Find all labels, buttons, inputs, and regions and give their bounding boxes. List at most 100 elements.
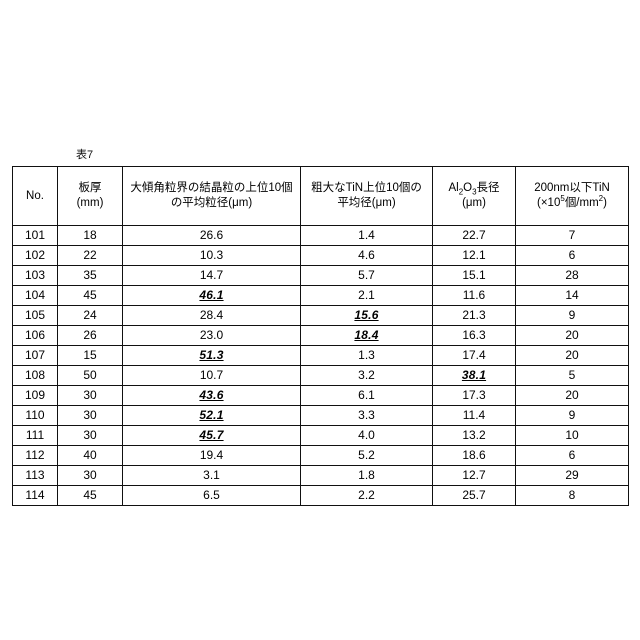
cell-coarse-tin-size: 18.4 <box>301 326 433 346</box>
cell-grain-size: 51.3 <box>123 346 301 366</box>
table-container: No.板厚(mm)大傾角粒界の結晶粒の上位10個の平均粒径(μm)粗大なTiN上… <box>12 166 628 506</box>
table-row: 1093043.66.117.320 <box>13 386 629 406</box>
cell-fine-tin-count: 6 <box>516 446 629 466</box>
cell-coarse-tin-size: 5.7 <box>301 266 433 286</box>
cell-plate-thickness: 40 <box>58 446 123 466</box>
table-row: 1011826.61.422.77 <box>13 226 629 246</box>
column-header-thickness: 板厚(mm) <box>58 167 123 226</box>
table-row: 113303.11.812.729 <box>13 466 629 486</box>
cell-al2o3-major-axis: 18.6 <box>433 446 516 466</box>
cell-coarse-tin-size: 3.2 <box>301 366 433 386</box>
column-header-fine_tin: 200nm以下TiN(×105個/mm2) <box>516 167 629 226</box>
emphasised-value: 38.1 <box>462 368 486 382</box>
cell-al2o3-major-axis: 25.7 <box>433 486 516 506</box>
column-header-line: 大傾角粒界の結晶粒の上位10個 <box>123 181 300 196</box>
emphasised-value: 51.3 <box>199 348 223 362</box>
emphasised-value: 43.6 <box>199 388 223 402</box>
cell-grain-size: 28.4 <box>123 306 301 326</box>
cell-fine-tin-count: 28 <box>516 266 629 286</box>
column-header-line: (mm) <box>58 196 122 211</box>
cell-plate-thickness: 35 <box>58 266 123 286</box>
cell-plate-thickness: 30 <box>58 466 123 486</box>
cell-fine-tin-count: 6 <box>516 246 629 266</box>
cell-fine-tin-count: 29 <box>516 466 629 486</box>
column-header-no: No. <box>13 167 58 226</box>
cell-grain-size: 14.7 <box>123 266 301 286</box>
cell-fine-tin-count: 5 <box>516 366 629 386</box>
cell-sample-no: 104 <box>13 286 58 306</box>
table-row: 114456.52.225.78 <box>13 486 629 506</box>
cell-grain-size: 26.6 <box>123 226 301 246</box>
page-root: 表7 No.板厚(mm)大傾角粒界の結晶粒の上位10個の平均粒径(μm)粗大なT… <box>0 0 640 640</box>
cell-sample-no: 102 <box>13 246 58 266</box>
cell-coarse-tin-size: 4.6 <box>301 246 433 266</box>
cell-plate-thickness: 50 <box>58 366 123 386</box>
cell-plate-thickness: 45 <box>58 286 123 306</box>
cell-grain-size: 3.1 <box>123 466 301 486</box>
cell-grain-size: 6.5 <box>123 486 301 506</box>
column-header-line: (×105個/mm2) <box>516 196 628 211</box>
cell-plate-thickness: 24 <box>58 306 123 326</box>
cell-plate-thickness: 26 <box>58 326 123 346</box>
cell-sample-no: 103 <box>13 266 58 286</box>
cell-plate-thickness: 18 <box>58 226 123 246</box>
cell-fine-tin-count: 8 <box>516 486 629 506</box>
cell-plate-thickness: 30 <box>58 426 123 446</box>
header-row: No.板厚(mm)大傾角粒界の結晶粒の上位10個の平均粒径(μm)粗大なTiN上… <box>13 167 629 226</box>
cell-coarse-tin-size: 15.6 <box>301 306 433 326</box>
cell-sample-no: 114 <box>13 486 58 506</box>
cell-al2o3-major-axis: 11.6 <box>433 286 516 306</box>
cell-sample-no: 107 <box>13 346 58 366</box>
cell-fine-tin-count: 20 <box>516 326 629 346</box>
cell-sample-no: 109 <box>13 386 58 406</box>
cell-al2o3-major-axis: 12.7 <box>433 466 516 486</box>
cell-coarse-tin-size: 5.2 <box>301 446 433 466</box>
column-header-line: (μm) <box>433 196 515 211</box>
emphasised-value: 52.1 <box>199 408 223 422</box>
cell-fine-tin-count: 7 <box>516 226 629 246</box>
cell-sample-no: 111 <box>13 426 58 446</box>
cell-al2o3-major-axis: 38.1 <box>433 366 516 386</box>
table-row: 1103052.13.311.49 <box>13 406 629 426</box>
cell-grain-size: 19.4 <box>123 446 301 466</box>
cell-grain-size: 10.3 <box>123 246 301 266</box>
cell-al2o3-major-axis: 21.3 <box>433 306 516 326</box>
cell-coarse-tin-size: 2.1 <box>301 286 433 306</box>
cell-coarse-tin-size: 1.8 <box>301 466 433 486</box>
cell-sample-no: 113 <box>13 466 58 486</box>
cell-sample-no: 112 <box>13 446 58 466</box>
table-row: 1124019.45.218.66 <box>13 446 629 466</box>
cell-grain-size: 46.1 <box>123 286 301 306</box>
cell-sample-no: 101 <box>13 226 58 246</box>
cell-al2o3-major-axis: 15.1 <box>433 266 516 286</box>
cell-al2o3-major-axis: 22.7 <box>433 226 516 246</box>
cell-coarse-tin-size: 2.2 <box>301 486 433 506</box>
table-body: 1011826.61.422.771022210.34.612.16103351… <box>13 226 629 506</box>
column-header-line: 200nm以下TiN <box>516 181 628 196</box>
column-header-line: の平均粒径(μm) <box>123 196 300 211</box>
cell-coarse-tin-size: 1.4 <box>301 226 433 246</box>
column-header-line: 板厚 <box>58 181 122 196</box>
column-header-line: No. <box>13 189 57 204</box>
table-row: 1062623.018.416.320 <box>13 326 629 346</box>
cell-coarse-tin-size: 4.0 <box>301 426 433 446</box>
cell-al2o3-major-axis: 12.1 <box>433 246 516 266</box>
cell-plate-thickness: 15 <box>58 346 123 366</box>
column-header-grain: 大傾角粒界の結晶粒の上位10個の平均粒径(μm) <box>123 167 301 226</box>
emphasised-value: 15.6 <box>354 308 378 322</box>
cell-al2o3-major-axis: 17.3 <box>433 386 516 406</box>
column-header-line: 粗大なTiN上位10個の <box>301 181 432 196</box>
measurement-table: No.板厚(mm)大傾角粒界の結晶粒の上位10個の平均粒径(μm)粗大なTiN上… <box>12 166 629 506</box>
cell-grain-size: 43.6 <box>123 386 301 406</box>
emphasised-value: 45.7 <box>199 428 223 442</box>
cell-al2o3-major-axis: 17.4 <box>433 346 516 366</box>
cell-fine-tin-count: 20 <box>516 346 629 366</box>
table-row: 1022210.34.612.16 <box>13 246 629 266</box>
column-header-tin: 粗大なTiN上位10個の平均径(μm) <box>301 167 433 226</box>
column-header-al2o3: Al2O3長径(μm) <box>433 167 516 226</box>
cell-grain-size: 52.1 <box>123 406 301 426</box>
table-row: 1033514.75.715.128 <box>13 266 629 286</box>
table-row: 1085010.73.238.15 <box>13 366 629 386</box>
table-caption: 表7 <box>76 148 93 162</box>
cell-sample-no: 106 <box>13 326 58 346</box>
